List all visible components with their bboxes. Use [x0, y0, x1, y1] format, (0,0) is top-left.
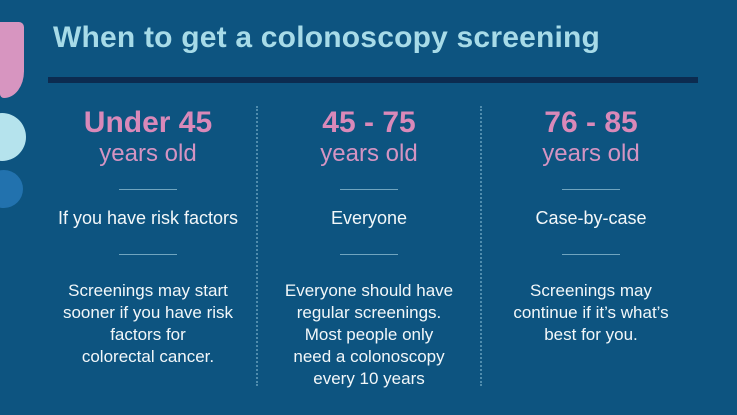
column-45-75: 45 - 75 years old Everyone Everyone shou…: [258, 106, 482, 388]
page-title: When to get a colonoscopy screening: [53, 21, 601, 54]
age-range-heading: 76 - 85: [544, 106, 638, 139]
who-label: If you have risk factors: [57, 208, 239, 228]
section-divider: [340, 189, 398, 190]
pink-tab-shape: [0, 22, 24, 98]
age-columns: Under 45 years old If you have risk fact…: [40, 106, 700, 388]
detail-text: Everyone should have regular screenings.…: [284, 281, 454, 388]
section-divider: [119, 189, 177, 190]
age-unit-label: years old: [99, 140, 197, 167]
age-unit-label: years old: [542, 140, 640, 167]
age-range-heading: Under 45: [83, 106, 213, 139]
who-label: Case-by-case: [535, 208, 647, 228]
who-label: Everyone: [330, 208, 408, 228]
column-under-45: Under 45 years old If you have risk fact…: [40, 106, 258, 386]
blue-circle-shape: [0, 170, 23, 208]
section-divider: [119, 254, 177, 255]
section-divider: [562, 189, 620, 190]
title-underline: [48, 77, 698, 83]
light-blue-circle-shape: [0, 113, 26, 161]
age-unit-label: years old: [320, 140, 418, 167]
detail-text: Screenings may start sooner if you have …: [62, 281, 234, 366]
age-range-heading: 45 - 75: [322, 106, 416, 139]
section-divider: [340, 254, 398, 255]
section-divider: [562, 254, 620, 255]
column-76-85: 76 - 85 years old Case-by-case Screening…: [482, 106, 700, 386]
detail-text: Screenings may continue if it’s what’s b…: [513, 281, 669, 344]
